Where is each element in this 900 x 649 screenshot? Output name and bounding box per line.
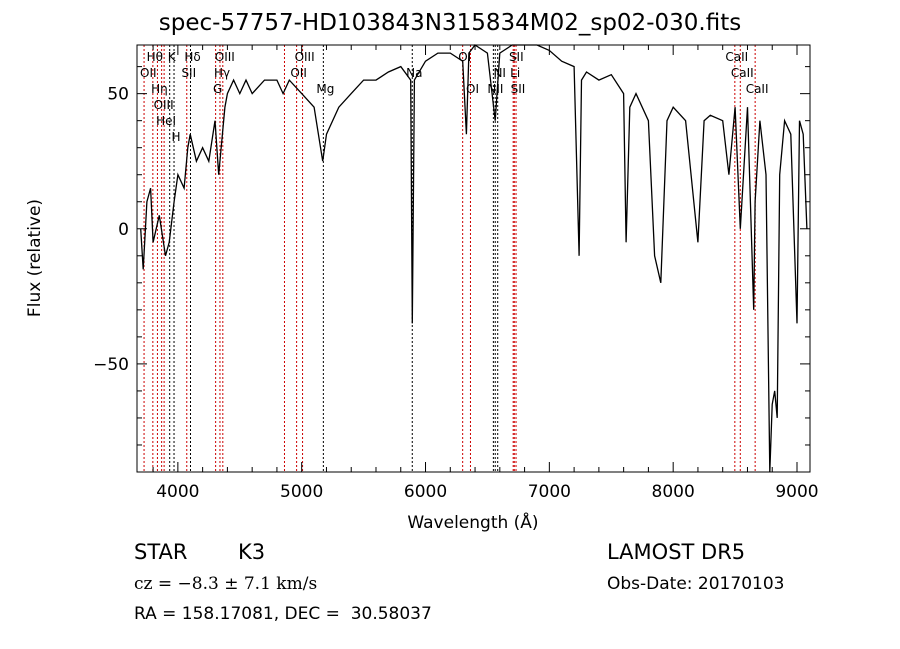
y-tick-label: 0 [118,220,129,240]
chart-title: spec-57757-HD103843N315834M02_sp02-030.f… [158,10,742,36]
y-tick-label: 50 [107,85,129,105]
line-label: H [171,130,180,144]
line-label: HeI [156,114,176,128]
y-tick-label: −50 [93,355,129,375]
line-label: Hθ [147,50,163,64]
object-subclass: K3 [238,540,266,564]
x-tick-label: 6000 [404,482,447,502]
line-label: Li [510,66,520,80]
spectral-line-labels: OII Hθ Hη OIII HeI K H SII Hδ G Hγ OIII OII OIII Mg Na O… [140,50,768,144]
spectrum-line [140,44,808,473]
line-label: Na [406,66,422,80]
line-label: SII [181,66,196,80]
plot-frame [136,44,811,473]
line-label: SII [511,82,526,96]
x-tick-label: 9000 [775,482,818,502]
y-axis-label: Flux (relative) [25,199,45,317]
line-label: OIII [215,50,235,64]
coordinates: RA = 158.17081, DEC = 30.58037 [134,604,432,624]
line-label: OI [458,50,471,64]
survey-name: LAMOST DR5 [607,540,746,564]
x-tick-label: 4000 [156,482,199,502]
line-label: G [213,82,222,96]
axis-tick-labels: 4000 5000 6000 7000 8000 9000 −50 0 50 [93,85,819,502]
line-label: K [168,50,177,64]
x-tick-label: 8000 [652,482,695,502]
line-label: OIII [154,98,174,112]
line-label: OI [466,82,479,96]
object-class: STAR [134,540,188,564]
line-label: NII [487,82,503,96]
line-label: CaII [731,66,754,80]
line-label: OII [290,66,307,80]
line-label: OII [140,66,157,80]
line-label: CaII [746,82,769,96]
line-label: Hδ [184,50,200,64]
axis-ticks [137,45,810,473]
line-label: Hη [151,82,168,96]
line-label: OIII [295,50,315,64]
redshift-velocity: cz = −8.3 ± 7.1 km/s [134,574,318,594]
line-label: CaII [725,50,748,64]
x-axis-label: Wavelength (Å) [407,511,538,533]
x-tick-label: 7000 [528,482,571,502]
x-tick-label: 5000 [280,482,323,502]
line-label: Hγ [214,66,230,80]
observation-date: Obs-Date: 20170103 [607,574,785,594]
line-label: Mg [316,82,334,96]
line-label: SII [509,50,524,64]
line-label: NI [493,66,506,80]
spectral-line-markers [143,45,756,472]
